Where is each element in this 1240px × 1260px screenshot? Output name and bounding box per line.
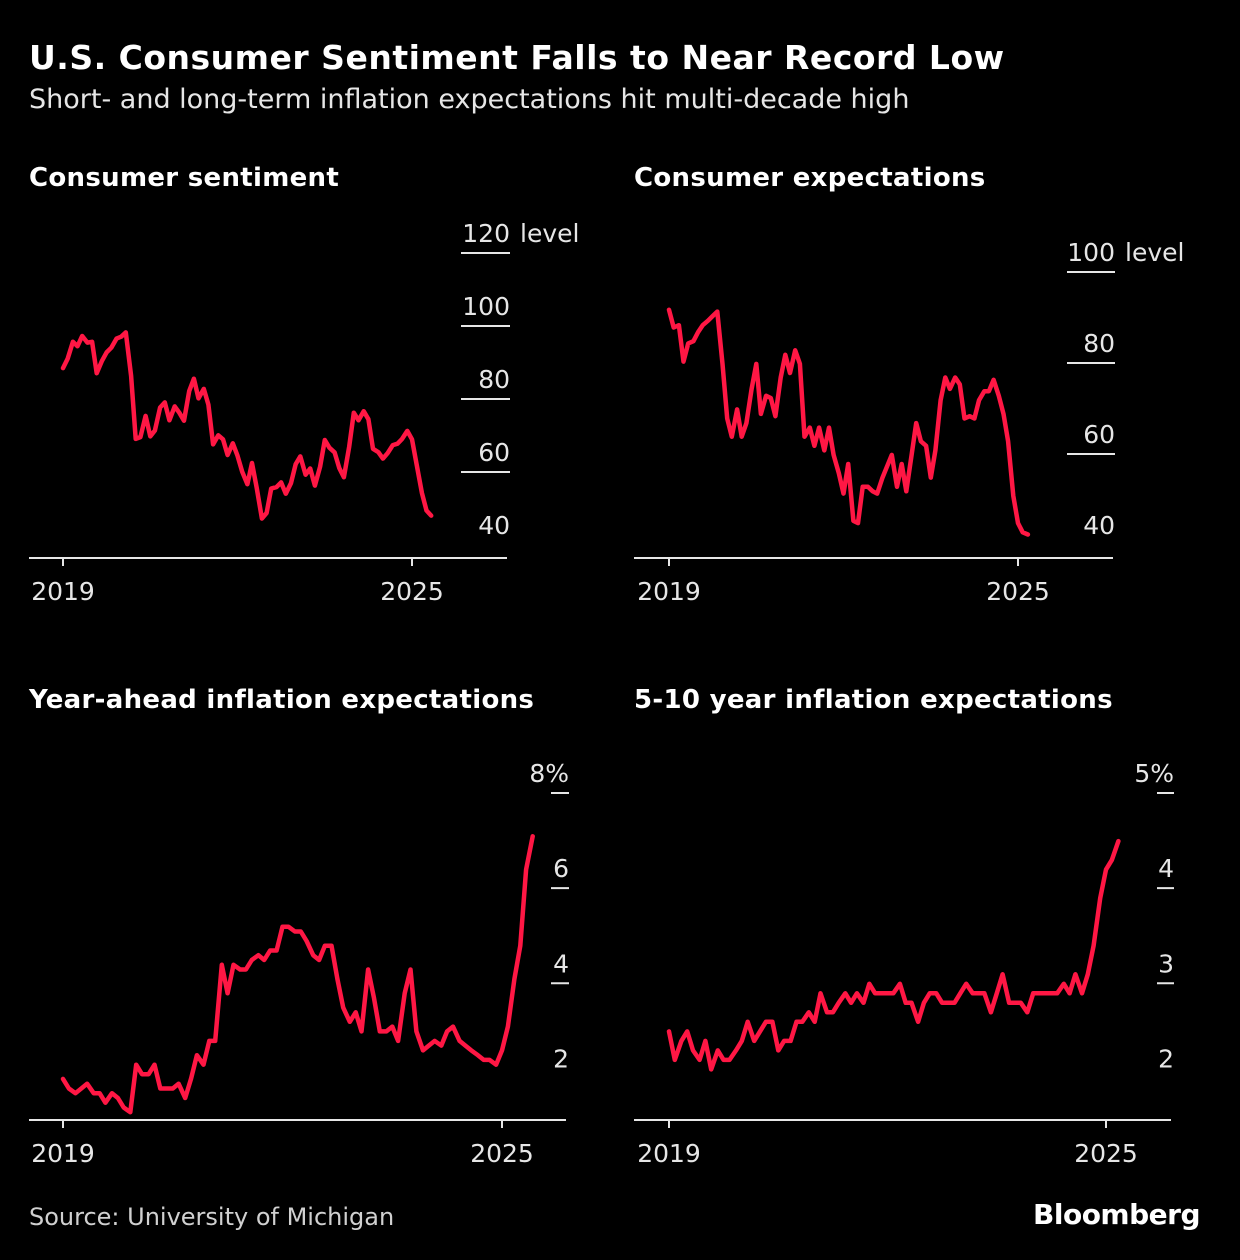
y-tick-label: 80 bbox=[478, 365, 510, 394]
series-line bbox=[666, 307, 1031, 537]
panel-consumer-expectations: Consumer expectations 40 60 80 100 level 2019… bbox=[634, 163, 1234, 643]
series-line bbox=[60, 834, 535, 1115]
y-tick-label: 60 bbox=[1083, 420, 1115, 449]
y-tick-label: 100 bbox=[1067, 238, 1115, 267]
x-tick-label: 2025 bbox=[470, 1139, 534, 1168]
y-tick-label: 100 bbox=[462, 292, 510, 321]
y-tick-label: 4 bbox=[553, 949, 569, 978]
chart-subtitle: Short- and long-term inflation expectati… bbox=[29, 84, 910, 115]
y-unit-label: level bbox=[1125, 238, 1184, 267]
x-tick-label: 2025 bbox=[380, 577, 444, 606]
y-unit-label: level bbox=[520, 219, 579, 248]
y-tick-label: 40 bbox=[1083, 511, 1115, 540]
panel-title: 5-10 year inflation expectations bbox=[634, 685, 1113, 715]
x-tick-label: 2019 bbox=[637, 1139, 701, 1168]
y-tick-label: 3 bbox=[1158, 949, 1174, 978]
panel-year-ahead-inflation: Year-ahead inflation expectations 2 4 6 8% 2… bbox=[29, 685, 629, 1168]
x-tick-label: 2019 bbox=[31, 1139, 95, 1168]
y-tick-label: 4 bbox=[1158, 854, 1174, 883]
series-line bbox=[666, 838, 1121, 1072]
panel-title: Year-ahead inflation expectations bbox=[29, 685, 535, 715]
x-tick-label: 2019 bbox=[31, 577, 95, 606]
y-tick-label: 40 bbox=[478, 511, 510, 540]
chart-consumer-sentiment: 40 60 80 100 120 level 2019 2025 bbox=[29, 219, 579, 606]
source-note: Source: University of Michigan bbox=[29, 1203, 395, 1231]
panel-5-10-year-inflation: 5-10 year inflation expectations 2 3 4 5% 20… bbox=[634, 685, 1234, 1168]
chart-consumer-expectations: 40 60 80 100 level 2019 2025 bbox=[634, 238, 1184, 606]
y-tick-label: 80 bbox=[1083, 329, 1115, 358]
panel-title: Consumer sentiment bbox=[29, 163, 340, 193]
y-tick-label: 6 bbox=[553, 854, 569, 883]
y-tick-label: 120 bbox=[462, 219, 510, 248]
panel-consumer-sentiment: Consumer sentiment 40 60 80 100 120 level 2019… bbox=[29, 163, 629, 643]
x-tick-label: 2025 bbox=[1074, 1139, 1138, 1168]
panel-title: Consumer expectations bbox=[634, 163, 986, 193]
bloomberg-logo: Bloomberg bbox=[1033, 1198, 1200, 1231]
chart-title: U.S. Consumer Sentiment Falls to Near Re… bbox=[29, 38, 1005, 77]
y-tick-label: 2 bbox=[553, 1044, 569, 1073]
x-tick-label: 2025 bbox=[986, 577, 1050, 606]
chart-year-ahead-inflation: 2 4 6 8% 2019 2025 bbox=[29, 759, 569, 1168]
y-tick-label: 5% bbox=[1134, 759, 1174, 788]
series-line bbox=[60, 330, 434, 521]
chart-5-10-year-inflation: 2 3 4 5% 2019 2025 bbox=[634, 759, 1174, 1168]
y-tick-label: 8% bbox=[529, 759, 569, 788]
y-tick-label: 2 bbox=[1158, 1044, 1174, 1073]
y-tick-label: 60 bbox=[478, 438, 510, 467]
x-tick-label: 2019 bbox=[637, 577, 701, 606]
